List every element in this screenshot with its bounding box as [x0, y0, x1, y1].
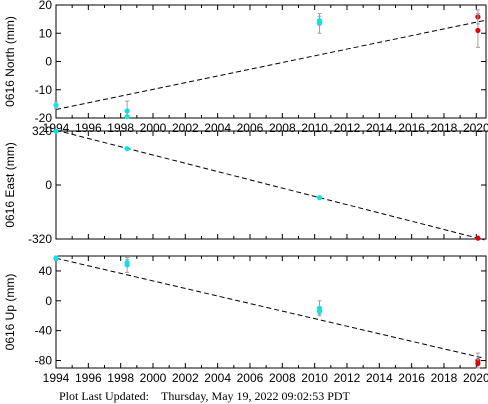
- chart-panel-2: -320 0 320 0616 East (mm): [3, 124, 487, 246]
- data-point: [124, 260, 130, 266]
- y-tick-label: 0: [45, 178, 52, 192]
- plot-frame: [55, 130, 487, 240]
- x-tick-label: 2016: [398, 371, 425, 385]
- x-tick-label: 2006: [237, 371, 264, 385]
- data-point: [53, 102, 59, 108]
- data-point: [475, 27, 481, 34]
- x-tick-label: 2008: [269, 371, 296, 385]
- y-axis-label: 0616 East (mm): [3, 142, 17, 227]
- plot-frame: [55, 255, 487, 369]
- x-tick-label: 2004: [204, 371, 231, 385]
- plot-frame: [55, 4, 487, 119]
- data-point: [124, 146, 130, 152]
- y-tick-label: -40: [35, 324, 53, 338]
- data-point: [475, 360, 481, 367]
- y-tick-label: -20: [35, 111, 53, 125]
- data-point: [53, 255, 59, 261]
- y-tick-label: 20: [39, 0, 53, 12]
- footer-timestamp: Thursday, May 19, 2022 09:02:53 PDT: [161, 389, 350, 403]
- x-tick-label: 2010: [301, 371, 328, 385]
- plot-footer: Plot Last Updated: Thursday, May 19, 2022…: [59, 389, 350, 404]
- x-tick-label: 1996: [75, 371, 102, 385]
- data-point: [475, 235, 481, 241]
- y-tick-label: -80: [35, 354, 53, 368]
- footer-label: Plot Last Updated:: [59, 389, 149, 403]
- y-tick-label: 40: [39, 264, 53, 278]
- data-point: [53, 128, 59, 134]
- x-tick-label: 2000: [140, 371, 167, 385]
- chart-panel-1: 1994 1996 1998 2000 2002 2004 2006 2008 2010 2012…: [3, 0, 488, 135]
- data-point: [316, 308, 323, 314]
- x-tick-label: 2018: [431, 371, 458, 385]
- data-point: [124, 113, 130, 120]
- x-tick-label: 2020: [463, 121, 488, 135]
- y-axis-label: 0616 Up (mm): [3, 274, 17, 351]
- trend-line: [55, 257, 485, 359]
- x-tick-label: 2020: [463, 371, 488, 385]
- data-point: [316, 17, 323, 24]
- x-tick-label: 1998: [107, 371, 134, 385]
- y-tick-label: 10: [39, 26, 53, 40]
- y-tick-label: 0: [45, 55, 52, 69]
- x-tick-label: 2002: [172, 371, 199, 385]
- y-tick-label: -10: [35, 83, 53, 97]
- y-tick-label: 320: [32, 124, 52, 138]
- data-point: [316, 195, 323, 201]
- x-tick-label: 2014: [366, 371, 393, 385]
- y-tick-label: 0: [45, 294, 52, 308]
- trend-line: [55, 20, 485, 111]
- y-tick-label: -320: [28, 232, 52, 246]
- x-tick-label: 1994: [43, 371, 70, 385]
- y-axis-label: 0616 North (mm): [3, 16, 17, 107]
- x-tick-label: 2012: [334, 371, 361, 385]
- chart-panel-3: 1994 1996 1998 2000 2002 2004 2006 2008 2010 2012…: [3, 255, 488, 385]
- trend-line: [55, 129, 485, 241]
